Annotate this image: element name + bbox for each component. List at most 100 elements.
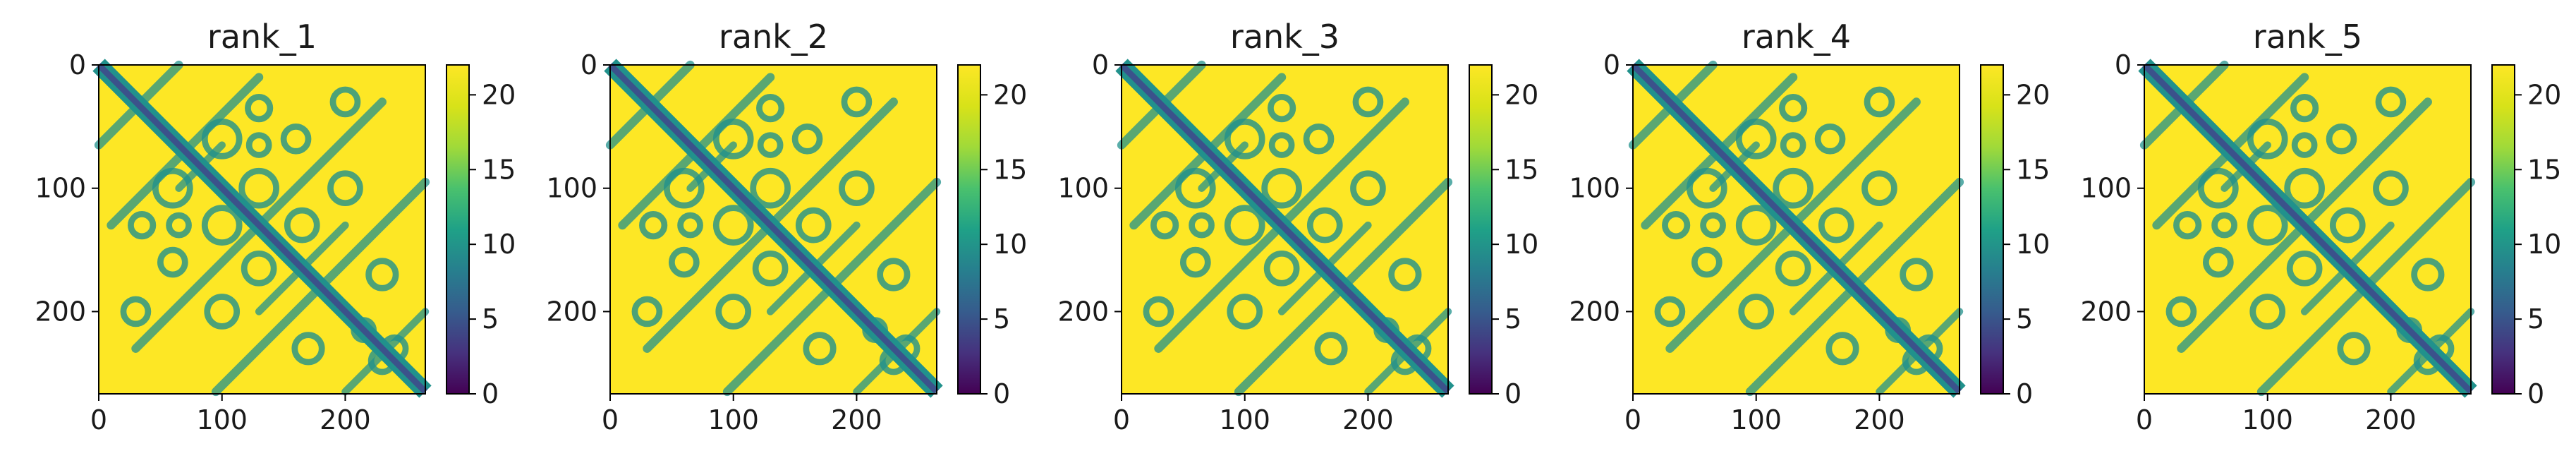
panel-rank_2: rank_2 0 100 200 0 100 200 0 5 10 15 20 — [546, 18, 1027, 435]
contact-cluster — [752, 250, 789, 287]
contact-cluster — [2329, 207, 2366, 243]
heatmap-frame — [609, 64, 937, 395]
colorbar-tick-label: 10 — [482, 229, 516, 260]
diagonal — [1119, 62, 1451, 395]
y-tick-label: 100 — [2080, 173, 2132, 204]
heatmap-frame — [1121, 64, 1449, 395]
contact-cluster — [2284, 167, 2325, 209]
contact-cluster — [1780, 132, 1806, 158]
contact-cluster — [795, 207, 832, 243]
contact-cluster — [1352, 86, 1384, 118]
contact-cluster — [712, 119, 754, 160]
contact-cluster — [245, 132, 272, 158]
contact-cluster — [1303, 123, 1335, 155]
contact-cluster — [2337, 332, 2371, 366]
panel-rank_3: rank_3 0 100 200 0 100 200 0 5 10 15 20 — [1057, 18, 1538, 435]
colorbar: 0 5 10 15 20 — [957, 64, 1027, 409]
colorbar-tick-label: 0 — [2016, 378, 2033, 409]
colorbar-tick-label: 10 — [2527, 229, 2561, 260]
contact-cluster — [750, 167, 791, 209]
colorbar-tick-label: 5 — [482, 303, 499, 335]
heatmap-frame — [2144, 64, 2472, 395]
diagonal — [96, 62, 428, 395]
contact-cluster — [839, 170, 875, 207]
contact-cluster — [803, 332, 837, 366]
contact-cluster — [166, 212, 192, 239]
contact-cluster — [1314, 332, 1348, 366]
contact-cluster — [1224, 119, 1265, 160]
contact-cluster — [280, 123, 312, 155]
contact-cluster — [677, 212, 703, 239]
contact-cluster — [756, 94, 785, 123]
x-tick-label: 100 — [1730, 404, 1782, 435]
x-tick-label: 100 — [196, 404, 248, 435]
contact-cluster — [1864, 86, 1895, 118]
colorbar-tick-label: 0 — [2527, 378, 2544, 409]
y-tick-label: 200 — [2080, 296, 2132, 327]
contact-cluster — [1268, 94, 1296, 123]
contact-cluster — [1143, 296, 1174, 327]
contact-cluster — [201, 205, 243, 246]
contact-cluster — [2247, 119, 2288, 160]
panel-title: rank_3 — [1230, 18, 1339, 56]
colorbar-tick-label: 20 — [2016, 79, 2050, 110]
contact-cluster — [201, 119, 243, 160]
contact-cluster — [1175, 167, 1216, 209]
contact-cluster — [2173, 211, 2202, 240]
colorbar-tick-label: 15 — [993, 154, 1027, 185]
contact-cluster — [152, 167, 193, 209]
contact-cluster — [1825, 332, 1859, 366]
contact-cluster — [241, 250, 277, 287]
heatmap — [2138, 59, 2477, 398]
contact-cluster — [841, 86, 873, 118]
colorbar-tick-label: 10 — [993, 229, 1027, 260]
contact-cluster — [2249, 294, 2286, 330]
colorbar-tick-label: 20 — [1505, 79, 1538, 110]
colorbar-tick-label: 10 — [1505, 229, 1538, 260]
contact-cluster — [757, 132, 784, 158]
contact-cluster — [245, 94, 274, 123]
colorbar-tick-label: 20 — [993, 79, 1027, 110]
contact-cluster — [1224, 205, 1265, 246]
x-tick-label: 200 — [1854, 404, 1905, 435]
y-tick-label: 0 — [1092, 49, 1109, 80]
contact-cluster — [1700, 212, 1726, 239]
panel-title: rank_4 — [1742, 18, 1851, 56]
contact-cluster — [639, 211, 668, 240]
x-tick-label: 200 — [1342, 404, 1394, 435]
diagonal — [1630, 62, 1962, 395]
contact-cluster — [712, 205, 754, 246]
colorbar-tick-label: 20 — [2527, 79, 2561, 110]
contact-cluster — [2411, 258, 2445, 291]
panel-title: rank_1 — [207, 18, 317, 56]
contact-cluster — [1775, 250, 1811, 287]
colorbar-tick-label: 15 — [1505, 154, 1538, 185]
contact-cluster — [157, 246, 188, 278]
contact-cluster — [238, 167, 279, 209]
contact-cluster — [1861, 170, 1897, 207]
colorbar-tick-label: 0 — [993, 378, 1010, 409]
colorbar-tick-label: 20 — [482, 79, 516, 110]
y-tick-label: 100 — [546, 173, 597, 204]
heatmap-frame — [1632, 64, 1960, 395]
colorbar-tick-label: 5 — [2016, 303, 2033, 335]
contact-cluster — [2291, 132, 2318, 158]
x-tick-label: 0 — [602, 404, 619, 435]
contact-cluster — [1738, 294, 1775, 330]
contact-cluster — [1773, 167, 1813, 209]
contact-cluster — [2202, 246, 2234, 278]
contact-cluster — [1662, 211, 1691, 240]
x-tick-label: 100 — [2242, 404, 2293, 435]
contact-cluster — [791, 123, 823, 155]
colorbar-tick-label: 15 — [2016, 154, 2050, 185]
colorbar-tick-label: 5 — [2527, 303, 2544, 335]
panel-rank_5: rank_5 0 100 200 0 100 200 0 5 10 15 20 — [2080, 18, 2561, 435]
contact-cluster — [2165, 296, 2197, 327]
y-tick-label: 0 — [69, 49, 86, 80]
x-tick-label: 0 — [90, 404, 107, 435]
x-tick-label: 200 — [320, 404, 371, 435]
colorbar-tick-label: 10 — [2016, 229, 2050, 260]
panel-title: rank_5 — [2253, 18, 2362, 56]
contact-cluster — [2326, 123, 2357, 155]
